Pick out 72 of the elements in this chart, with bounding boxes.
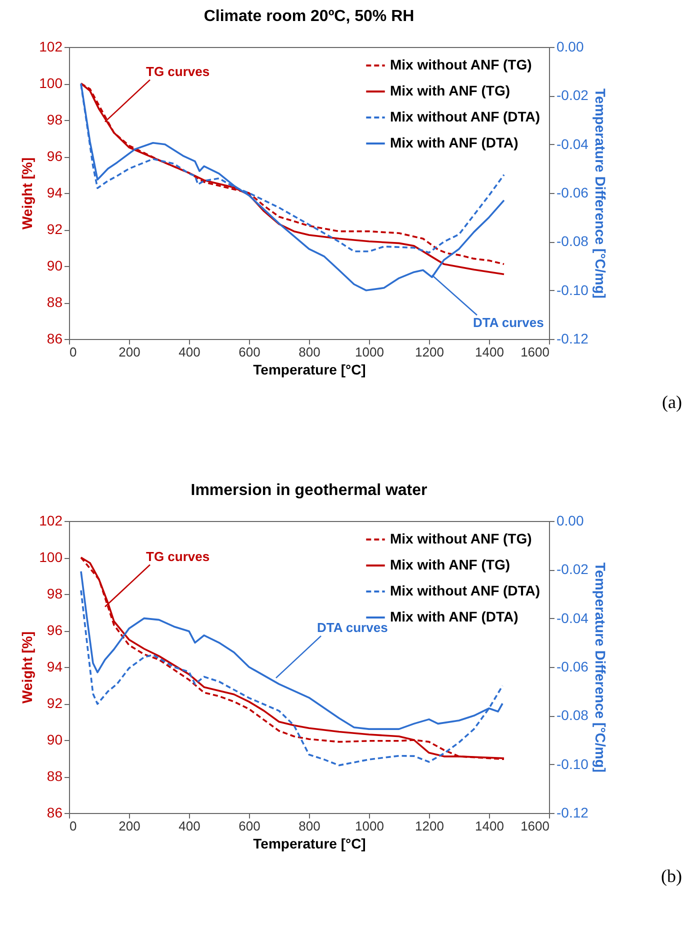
y-tick-label: 96 [46, 622, 63, 638]
y-tick-label: 100 [39, 549, 63, 565]
legend-label: Mix without ANF (DTA) [390, 582, 540, 598]
text: (b) [661, 866, 682, 887]
y-tick-label: 92 [46, 695, 63, 711]
x-tick-label: 200 [118, 344, 140, 360]
y-tick-label: 96 [46, 148, 63, 164]
y2-axis-title: Temperature Difference [°C/mg] [592, 88, 608, 298]
y-axis-title: Weight [%] [19, 631, 36, 704]
x-tick-label: 1000 [355, 344, 384, 360]
x-tick-label: 800 [298, 818, 320, 834]
y-tick-label: 94 [46, 658, 63, 674]
x-tick-label: 400 [178, 818, 200, 834]
y-tick-label: 90 [46, 732, 63, 748]
x-axis-title: Temperature [°C] [253, 362, 366, 378]
legend-label: Mix with ANF (TG) [390, 556, 510, 572]
y2-tick-label: -0.10 [556, 282, 589, 298]
legend-label: Mix with ANF (TG) [390, 82, 510, 98]
y2-tick-label: -0.08 [556, 233, 589, 250]
legend-label: Mix with ANF (DTA) [390, 134, 518, 150]
y2-tick-label: -0.04 [556, 136, 589, 152]
y-tick-label: 88 [46, 768, 63, 784]
x-tick-label: 1400 [475, 344, 504, 360]
legend-label: Mix without ANF (TG) [390, 530, 532, 546]
legend-label: Mix without ANF (DTA) [390, 108, 540, 124]
y-tick-label: 98 [46, 586, 63, 602]
y-axis-title: Weight [%] [19, 157, 36, 230]
y-tick-label: 86 [46, 330, 63, 346]
annotation: TG curves [146, 548, 210, 564]
legend-label: Mix with ANF (DTA) [390, 608, 518, 624]
x-tick-label: 1600 [520, 818, 550, 834]
x-tick-label: 0 [70, 344, 77, 360]
y-tick-label: 92 [46, 221, 63, 237]
x-tick-label: 1200 [415, 344, 444, 360]
y-tick-label: 86 [46, 804, 63, 820]
y-tick-label: 88 [46, 294, 63, 310]
y-tick-label: 98 [46, 112, 63, 128]
y2-tick-label: -0.12 [556, 804, 589, 820]
chart-title: Immersion in geothermal water [190, 482, 428, 499]
annotation: DTA curves [473, 315, 544, 330]
chart-title: Climate room 20ºC, 50% RH [204, 8, 414, 25]
legend-label: Mix without ANF (TG) [390, 56, 532, 72]
x-axis-title: Temperature [°C] [253, 836, 366, 852]
y-tick-label: 90 [46, 258, 63, 274]
y2-tick-label: -0.04 [556, 610, 589, 626]
y-tick-label: 94 [46, 184, 63, 200]
x-tick-label: 800 [298, 344, 320, 360]
x-tick-label: 1600 [520, 344, 550, 360]
x-tick-label: 200 [118, 818, 140, 834]
y2-tick-label: -0.06 [556, 658, 589, 674]
x-tick-label: 1200 [415, 818, 444, 834]
y2-axis-title: Temperature Difference [°C/mg] [592, 562, 608, 772]
x-tick-label: 1400 [475, 818, 504, 834]
y2-tick-label: 0.00 [556, 512, 584, 528]
x-tick-label: 0 [70, 818, 77, 834]
y2-tick-label: 0.00 [556, 38, 584, 54]
x-tick-label: 1000 [355, 818, 384, 834]
x-tick-label: 600 [238, 818, 260, 834]
y2-tick-label: -0.10 [556, 756, 589, 772]
x-tick-label: 600 [238, 344, 260, 360]
y-tick-label: 100 [39, 75, 63, 91]
y2-tick-label: -0.06 [556, 184, 589, 200]
y2-tick-label: -0.02 [556, 87, 589, 104]
text: (a) [662, 392, 682, 413]
y2-tick-label: -0.02 [556, 561, 589, 578]
annotation: DTA curves [317, 620, 388, 635]
y2-tick-label: -0.12 [556, 330, 589, 346]
y2-tick-label: -0.08 [556, 707, 589, 724]
annotation: TG curves [146, 64, 210, 79]
y-tick-label: 102 [39, 38, 63, 54]
x-tick-label: 400 [178, 344, 200, 360]
y-tick-label: 102 [39, 512, 63, 528]
